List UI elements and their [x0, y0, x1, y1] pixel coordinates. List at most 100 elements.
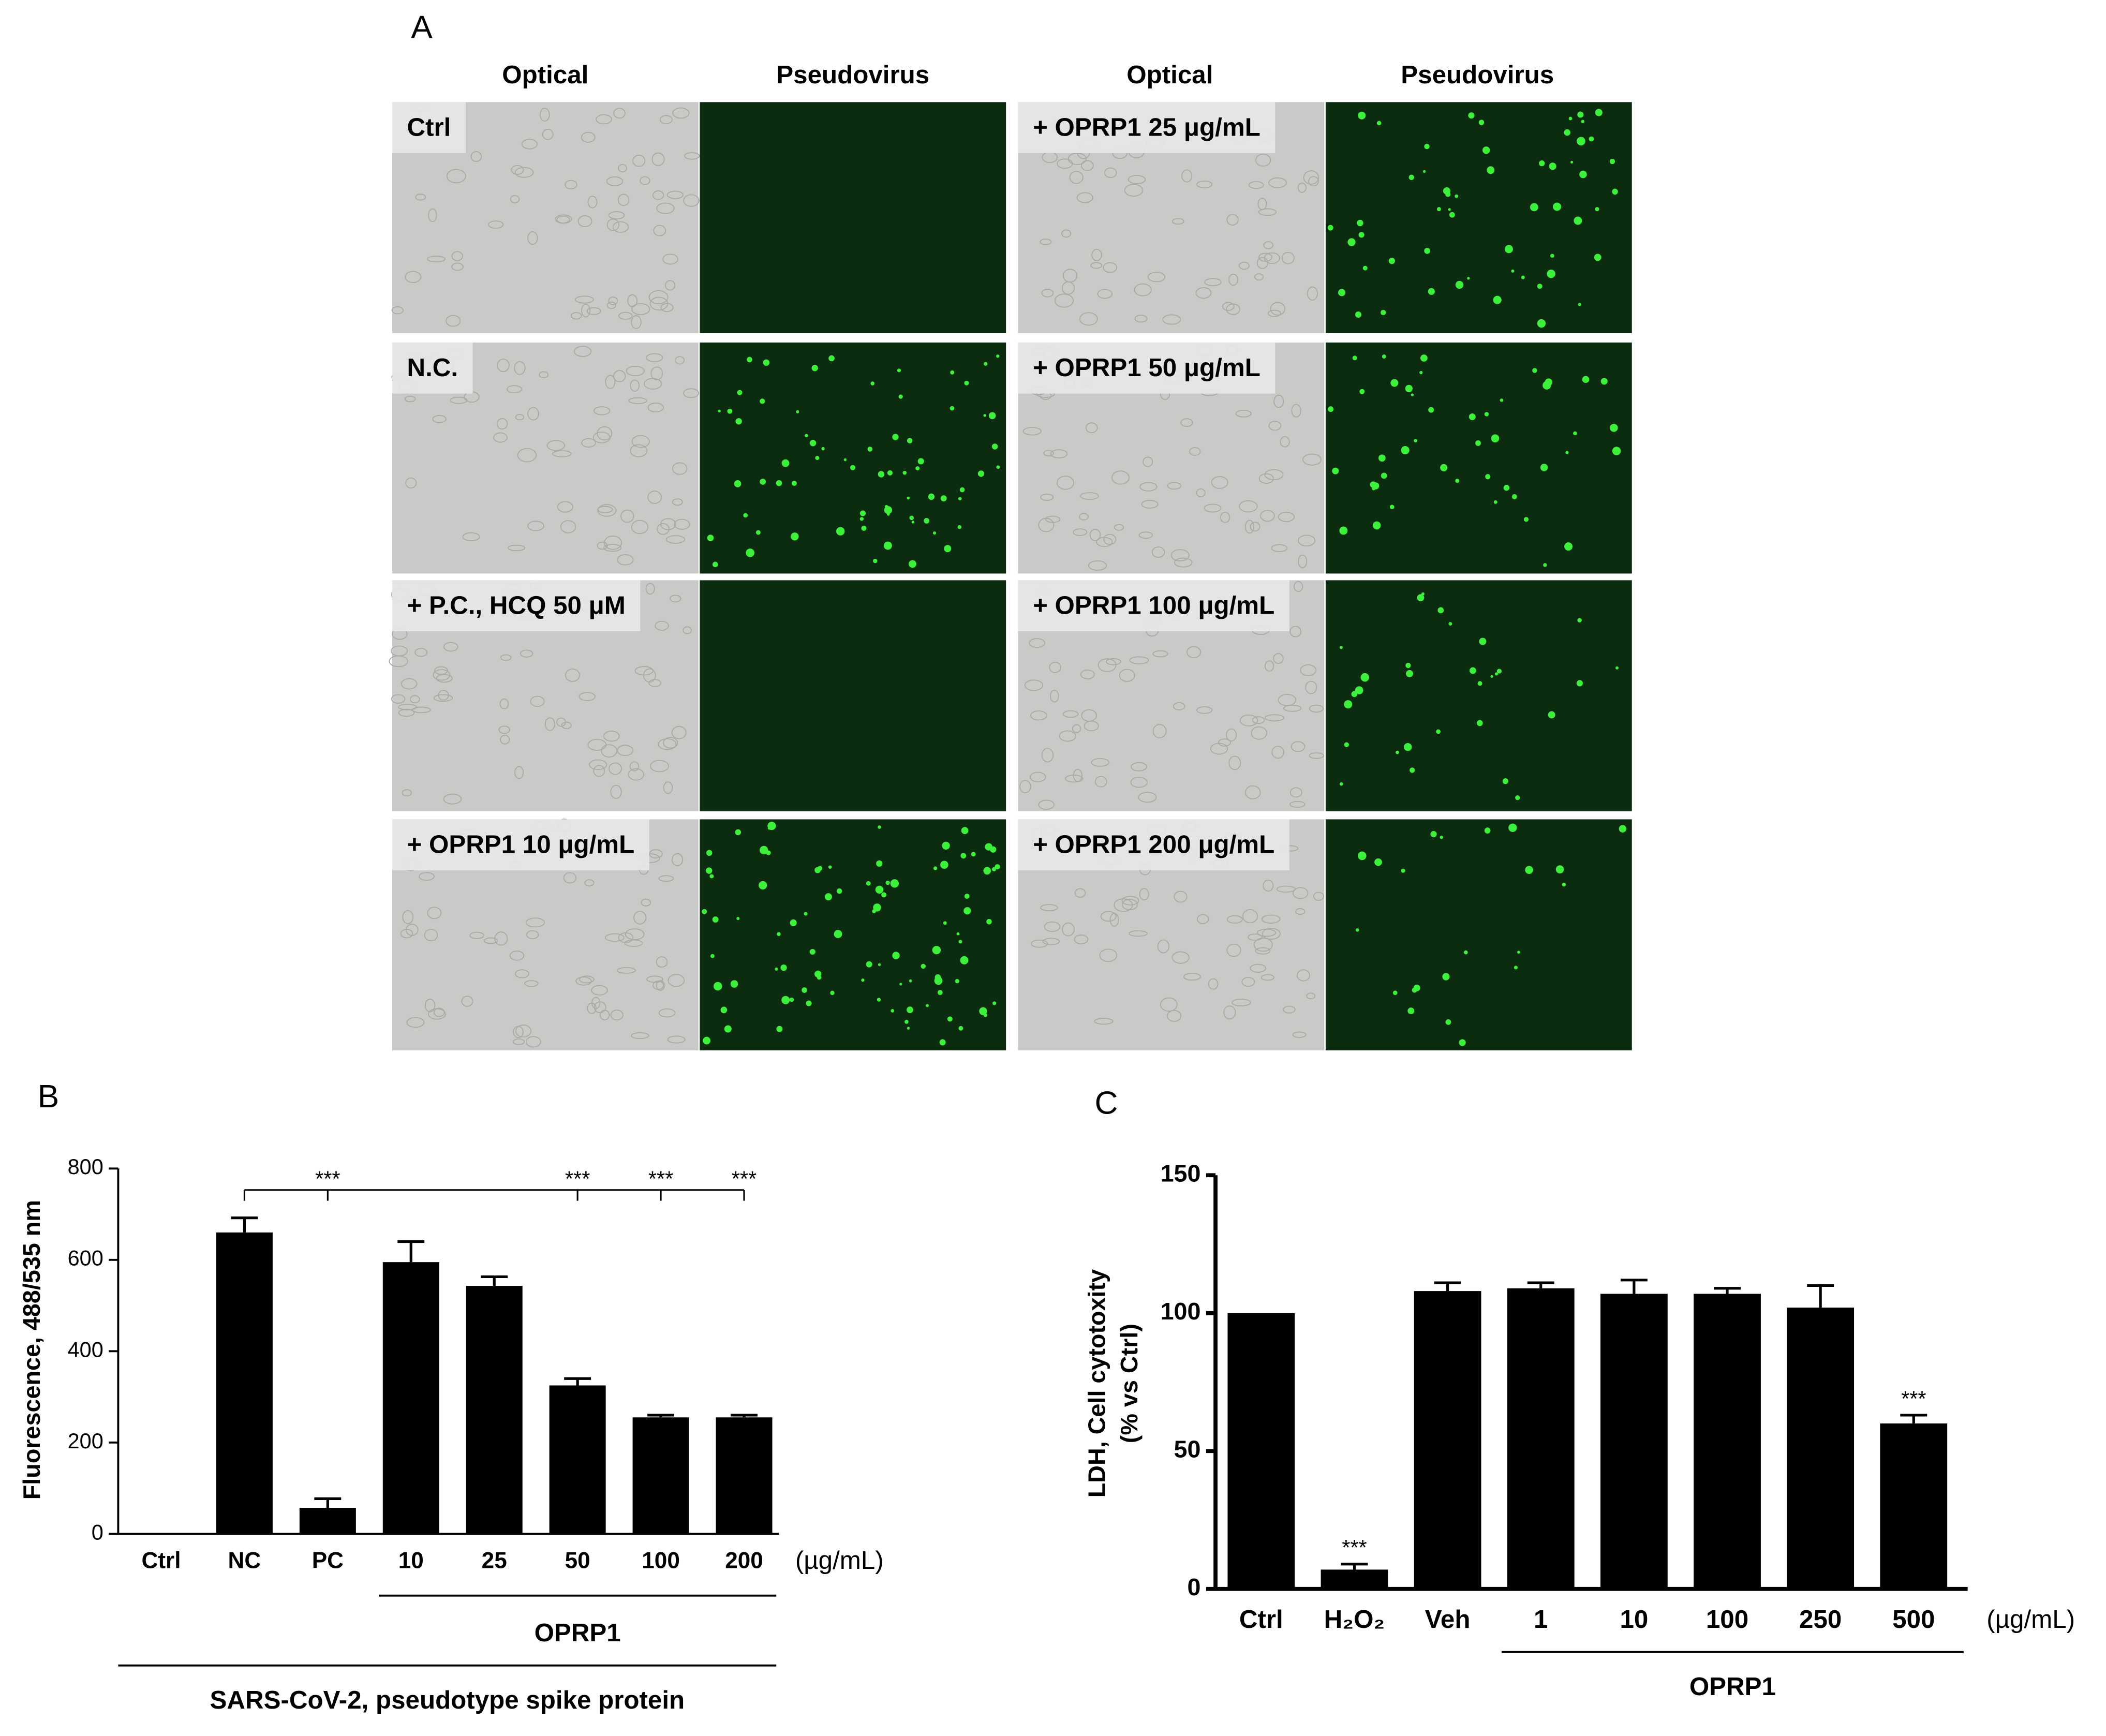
cell — [1271, 746, 1284, 759]
cell — [1245, 785, 1261, 799]
cell — [1291, 404, 1301, 418]
fluorescent-cell — [790, 919, 797, 927]
cell — [617, 194, 630, 206]
fluorescent-cell — [730, 980, 738, 988]
cell — [1167, 1010, 1182, 1022]
fluorescent-cell — [1540, 464, 1548, 471]
fluorescent-cell — [1455, 194, 1459, 198]
fluorescent-cell — [712, 561, 718, 568]
cell — [613, 108, 626, 119]
fluorescent-cell — [1530, 203, 1538, 212]
cell — [514, 766, 524, 779]
cell — [1019, 780, 1031, 793]
cell — [1196, 488, 1206, 497]
cell — [1130, 777, 1148, 788]
y-tick-label: 0 — [92, 1520, 103, 1544]
fluorescent-cell — [1549, 162, 1556, 170]
fluorescent-cell — [1494, 672, 1498, 676]
cell — [1226, 943, 1241, 957]
cell — [1157, 939, 1170, 954]
fluorescent-cell — [1344, 742, 1349, 747]
fluorescent-cell — [892, 952, 900, 959]
cell — [484, 937, 498, 944]
fluorescent-cell — [1358, 851, 1367, 860]
fluorescent-cell — [1619, 825, 1627, 833]
fluorescent-cell — [934, 976, 943, 985]
fluorescent-cell — [706, 867, 713, 874]
fluorescent-cell — [1610, 424, 1618, 432]
cell — [1255, 947, 1271, 955]
fluorescent-cell — [1582, 376, 1590, 383]
fluorescent-cell — [747, 357, 752, 363]
cell — [1300, 664, 1317, 676]
cell — [1260, 510, 1275, 522]
cell — [663, 737, 678, 749]
cell — [1265, 714, 1285, 722]
x-tick-label: Ctrl — [141, 1548, 181, 1573]
fluorescent-cell — [1511, 494, 1517, 499]
cell — [507, 385, 522, 394]
cell — [1289, 626, 1302, 637]
cell — [1111, 470, 1130, 485]
x-tick-label: H₂O₂ — [1324, 1605, 1385, 1634]
cell — [665, 535, 686, 544]
bar — [716, 1417, 773, 1534]
cell — [1152, 650, 1168, 658]
fluorescent-cell — [991, 443, 998, 450]
bar — [1787, 1308, 1855, 1589]
cell — [606, 218, 619, 231]
cell — [451, 262, 464, 271]
cell — [1189, 447, 1201, 456]
cell — [605, 375, 616, 389]
cell — [631, 520, 649, 535]
cell — [498, 725, 510, 734]
image-label: + OPRP1 10 μg/mL — [407, 830, 634, 858]
fluorescent-cell — [884, 505, 888, 509]
fluorescent-cell — [1448, 622, 1452, 626]
fluorescent-cell — [1332, 467, 1339, 474]
x-tick-label: 1 — [1534, 1605, 1548, 1634]
cell — [513, 1038, 525, 1045]
cell — [1281, 251, 1295, 264]
fluorescent-cell — [1327, 225, 1333, 231]
column-header: Optical — [1126, 61, 1213, 89]
fluorescent-cell — [956, 932, 960, 936]
bar — [466, 1286, 523, 1534]
cell — [1289, 800, 1306, 808]
cell — [650, 366, 663, 380]
cell — [606, 176, 624, 186]
fluorescent-cell — [1502, 778, 1508, 784]
cell — [591, 997, 601, 1010]
cell — [1099, 948, 1118, 962]
cell — [674, 518, 690, 530]
cell — [603, 731, 620, 742]
fluorescent-cell — [947, 1016, 953, 1022]
cell — [1057, 158, 1073, 169]
fluorescent-cell — [1568, 116, 1573, 121]
cell — [601, 744, 617, 758]
fluorescent-cell — [1547, 269, 1555, 278]
fluorescent-cell — [1543, 563, 1547, 567]
cell — [656, 202, 675, 214]
fluorescent-cell — [706, 850, 713, 856]
cell — [665, 280, 676, 291]
fluorescent-cell — [915, 466, 920, 471]
cell — [1069, 171, 1084, 184]
cell — [626, 365, 645, 376]
fluorescent-cell — [777, 932, 781, 937]
fluorescent-cell — [828, 865, 832, 869]
cell — [1298, 554, 1308, 569]
cell — [500, 735, 510, 745]
fluorescent-cell — [830, 990, 835, 996]
cell — [579, 692, 596, 701]
cell — [433, 694, 453, 702]
cell — [1104, 167, 1117, 179]
fluorescent-cell — [789, 997, 794, 1002]
cell — [560, 520, 576, 533]
cell — [1138, 531, 1153, 539]
fluorescent-cell — [1413, 984, 1420, 991]
fluorescent-cell — [940, 495, 947, 502]
cell — [1174, 891, 1188, 903]
cell — [656, 956, 668, 968]
fluorescent-cell — [911, 521, 914, 524]
